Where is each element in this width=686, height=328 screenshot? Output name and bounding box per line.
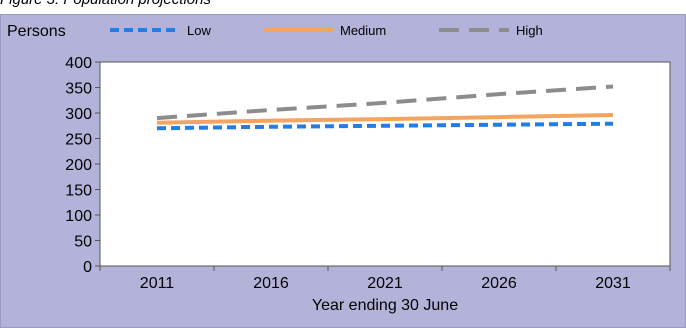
x-tick-label: 2021 (367, 275, 403, 292)
series-line-medium (156, 113, 614, 125)
x-axis-label: Year ending 30 June (312, 297, 458, 314)
figure-caption: Figure 3: Population projections (0, 0, 211, 8)
y-tick-label: 300 (65, 106, 92, 123)
y-tick-label: 0 (83, 259, 92, 276)
legend-label: Low (187, 23, 211, 38)
y-tick-label: 250 (65, 132, 92, 149)
series-line-high (156, 84, 614, 121)
y-axis-label: Persons (7, 23, 66, 40)
x-tick-label: 2011 (140, 275, 175, 292)
legend-label: High (516, 23, 543, 38)
line-chart: Persons Year ending 30 June Low Medium Hig… (7, 23, 671, 314)
chart-panel: Persons Year ending 30 June Low Medium Hig… (0, 14, 686, 328)
series-line-low (156, 121, 614, 131)
axes: 0 50 100 150 200 250 300 350 400 2011 2016 2021 2026… (65, 55, 671, 292)
x-tick-label: 2016 (253, 275, 289, 292)
y-tick-label: 400 (65, 55, 92, 72)
y-tick-label: 350 (65, 81, 92, 98)
y-tick-label: 100 (65, 208, 92, 225)
y-tick-label: 150 (65, 183, 92, 200)
plot-area (99, 61, 671, 267)
series-group (156, 84, 614, 131)
y-tick-label: 50 (74, 234, 92, 251)
legend-label: Medium (340, 23, 386, 38)
x-tick-label: 2031 (595, 275, 631, 292)
x-tick-label: 2026 (481, 275, 517, 292)
y-tick-label: 200 (65, 157, 92, 174)
legend: Low Medium High (110, 23, 543, 38)
